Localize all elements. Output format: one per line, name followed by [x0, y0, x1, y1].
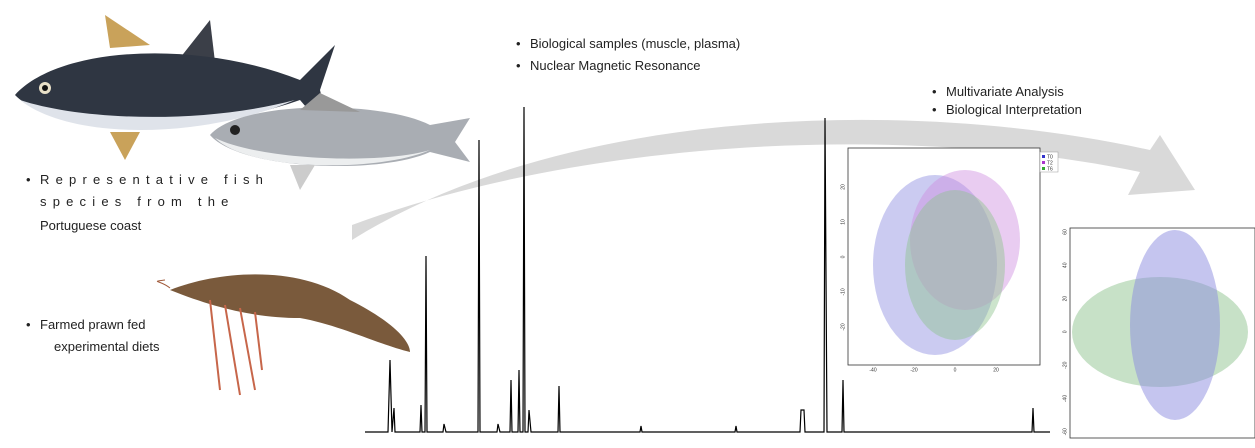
tick-label: 0 — [840, 255, 846, 258]
tick-label: -20 — [840, 323, 846, 330]
legend-swatch — [1042, 167, 1045, 170]
pca-plot-1 — [847, 147, 1059, 366]
prawn-illustration — [156, 274, 410, 396]
fish-text: Portuguese coast — [40, 218, 142, 233]
tick-label: -20 — [910, 367, 917, 373]
bullet: Multivariate Analysis — [932, 84, 1064, 99]
tick-label: 10 — [840, 219, 846, 225]
tick-label: -40 — [1062, 395, 1068, 402]
fish-text: Representative fish — [26, 172, 269, 187]
bullet: Biological samples (muscle, plasma) — [516, 36, 740, 51]
pca-plot-2 — [1069, 227, 1255, 439]
tuna-illustration — [15, 15, 335, 160]
tick-label: 0 — [1062, 330, 1068, 333]
legend-swatch — [1042, 155, 1045, 158]
tick-label: -60 — [1062, 428, 1068, 435]
bullet: Nuclear Magnetic Resonance — [516, 58, 701, 73]
tick-label: T0 — [1047, 154, 1053, 160]
tick-label: -40 — [869, 367, 876, 373]
prawn-text: Farmed prawn fed — [26, 317, 145, 332]
prawn-text: experimental diets — [54, 339, 160, 354]
tick-label: -10 — [840, 288, 846, 295]
tick-label: 40 — [1062, 262, 1068, 268]
nmr-spectrum — [365, 106, 1050, 433]
fish-text: species from the — [40, 194, 235, 209]
tick-label: 0 — [954, 367, 957, 373]
tick-label: 60 — [1062, 229, 1068, 235]
tick-label: T2 — [1047, 160, 1053, 166]
seabass-illustration — [210, 93, 470, 190]
tick-label: 20 — [840, 184, 846, 190]
bullet: Biological Interpretation — [932, 102, 1082, 117]
legend-swatch — [1042, 161, 1045, 164]
tick-label: T6 — [1047, 166, 1053, 172]
process-arrow — [352, 119, 1195, 240]
tick-label: 20 — [993, 367, 999, 373]
tick-label: 20 — [1062, 296, 1068, 302]
tick-label: -20 — [1062, 361, 1068, 368]
